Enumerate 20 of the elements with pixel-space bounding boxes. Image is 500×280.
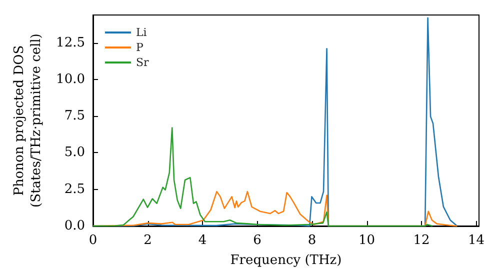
x-tick-label: 0: [88, 233, 98, 248]
x-tick-label: 2: [144, 233, 152, 248]
x-tick-label: 14: [468, 233, 485, 248]
y-tick-label: 5.0: [64, 145, 85, 160]
x-tick-label: 10: [358, 233, 376, 248]
x-tick-label: 12: [413, 233, 430, 248]
y-tick-label: 0.0: [64, 218, 85, 234]
y-tick-label: 10.0: [56, 72, 85, 87]
legend-label: Sr: [136, 56, 150, 69]
line-series: [92, 127, 434, 227]
y-tick-label: 12.5: [56, 35, 85, 50]
legend-label: Li: [136, 26, 148, 39]
x-tick-label: 6: [253, 233, 262, 248]
x-tick-label: 8: [308, 233, 316, 248]
legend-label: P: [136, 41, 144, 54]
y-axis-title: Phonon projected DOS (States/THz·primitive cell): [12, 33, 44, 208]
x-tick-label: 4: [198, 233, 207, 248]
x-axis-title: Frequency (THz): [230, 252, 342, 268]
y-tick-label: 7.5: [64, 108, 85, 124]
y-tick-label: 2.5: [64, 182, 85, 197]
